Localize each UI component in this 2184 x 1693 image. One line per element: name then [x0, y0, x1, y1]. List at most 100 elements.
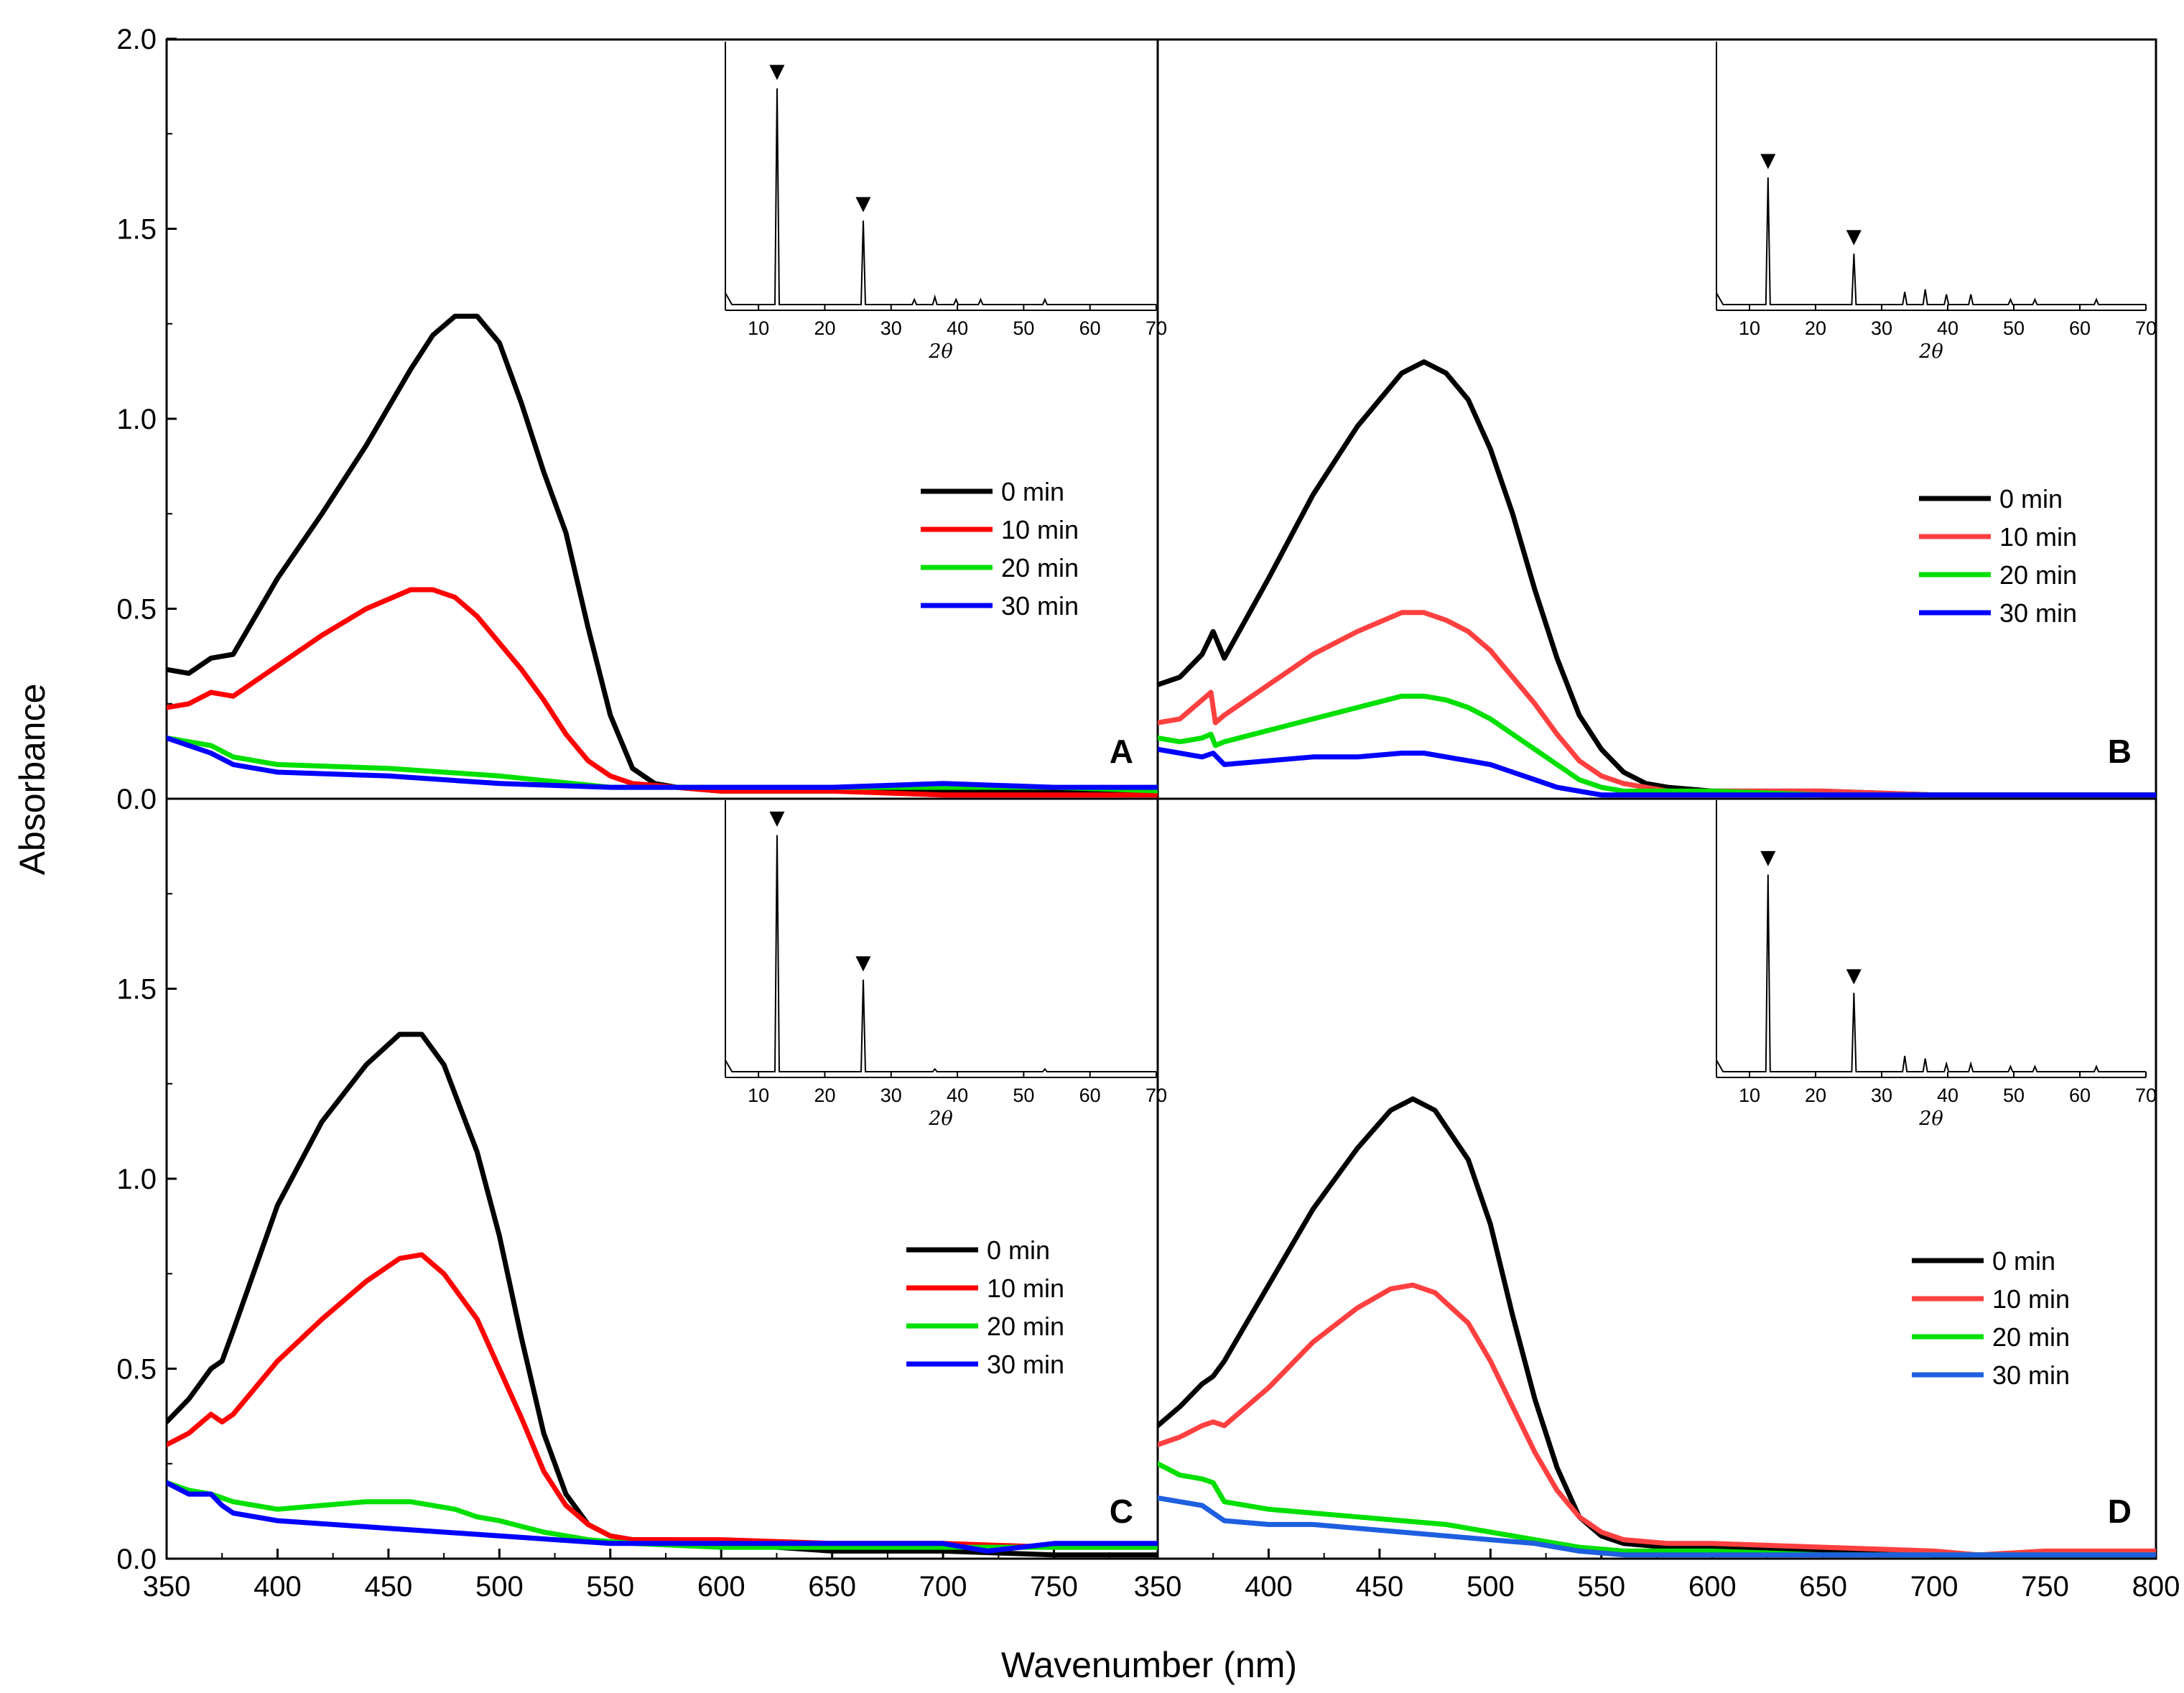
x-axis-right-tick-label: 500: [1467, 1571, 1515, 1602]
inset-tick-label: 40: [947, 317, 968, 339]
peak-marker: ▼: [764, 56, 790, 85]
inset-tick-label: 10: [748, 317, 769, 339]
legend-entry: 0 min: [1999, 484, 2063, 514]
x-axis-right-tick-label: 800: [2132, 1571, 2180, 1602]
inset-tick-label: 70: [2135, 317, 2157, 339]
y-axis-top-tick-label: 0.0: [116, 784, 157, 815]
legend-entry: 20 min: [1999, 560, 2077, 590]
inset-tick-label: 70: [1146, 1085, 1167, 1106]
panel-label: D: [2108, 1493, 2132, 1530]
panel-label: A: [1110, 733, 1133, 770]
panel-b-series: [1158, 359, 2156, 798]
inset-tick-label: 60: [2069, 317, 2091, 339]
series-line-30-min: [167, 1480, 1158, 1554]
x-axis-left-tick-label: 550: [586, 1571, 634, 1602]
inset-tick-label: 50: [2003, 317, 2025, 339]
x-axis-right-tick-label: 400: [1245, 1571, 1293, 1602]
inset-tick-label: 30: [1871, 1085, 1892, 1106]
y-axis-bottom-tick-label: 1.0: [116, 1164, 157, 1195]
x-axis-left-tick-label: 500: [475, 1571, 524, 1602]
series-line-10-min: [1158, 1282, 2156, 1558]
panels-layer: 0.0 0.5 1.0 1.5 2.0 0.0 0.5 1.0 1.5 350 400 450 500 5…: [116, 24, 2180, 1602]
x-axis-left-tick-label: 350: [143, 1571, 191, 1602]
series-line-20-min: [167, 1480, 1158, 1550]
legend-entry: 10 min: [987, 1274, 1064, 1303]
x-axis-left-tick-label: 450: [365, 1571, 413, 1602]
legend-entry: 0 min: [1992, 1246, 2055, 1276]
legend-entry: 0 min: [1001, 477, 1064, 506]
inset-tick-label: 20: [814, 317, 835, 339]
inset-x-title: 2θ: [928, 1108, 952, 1130]
peak-marker: ▼: [1755, 145, 1781, 175]
inset-tick-label: 30: [880, 317, 902, 339]
x-axis-left-tick-label: 600: [697, 1571, 745, 1602]
xrd-pattern: [1716, 177, 2146, 305]
inset-tick-label: 70: [1146, 317, 1167, 339]
legend-entry: 10 min: [1992, 1284, 2070, 1314]
inset-x-title: 2θ: [1918, 1108, 1943, 1130]
inset-tick-label: 10: [1739, 1085, 1760, 1106]
legend-entry: 20 min: [1001, 553, 1079, 583]
inset-panel-b: ▼ ▼ 10 20 30 40 50 60 70 2θ: [1716, 42, 2157, 363]
inset-tick-label: 10: [1739, 317, 1760, 339]
inset-tick-label: 70: [2135, 1085, 2157, 1106]
x-axis-right-tick-label: 700: [1910, 1571, 1958, 1602]
inset-tick-label: 50: [1013, 317, 1034, 339]
inset-tick-label: 20: [1805, 1085, 1826, 1106]
x-axis-right-tick-label: 750: [2021, 1571, 2069, 1602]
x-axis-left-tick-label: 750: [1030, 1571, 1078, 1602]
y-axis-bottom-tick-label: 0.0: [116, 1544, 157, 1575]
series-line-20-min: [1158, 693, 2156, 798]
x-axis-title: Wavenumber (nm): [1001, 1645, 1297, 1685]
peak-marker: ▼: [850, 188, 876, 218]
x-axis-right-tick-label: 550: [1577, 1571, 1625, 1602]
panel-c-series: [167, 1031, 1158, 1558]
y-axis-top-tick-label: 1.5: [116, 214, 157, 246]
peak-marker: ▼: [1841, 960, 1867, 990]
panel-label: B: [2108, 733, 2132, 770]
inset-tick-label: 40: [1937, 317, 1958, 339]
y-axis-title: Absorbance: [12, 684, 52, 876]
panel-a-series: [167, 313, 1158, 798]
y-axis-top-tick-label: 1.0: [116, 404, 157, 435]
xrd-pattern: [725, 835, 1156, 1072]
inset-panel-d: ▼ ▼ 10 20 30 40 50 60 70 2θ: [1716, 800, 2157, 1130]
x-axis-right-tick-label: 350: [1134, 1571, 1182, 1602]
x-axis-left-tick-label: 700: [919, 1571, 967, 1602]
inset-tick-label: 30: [880, 1085, 902, 1106]
inset-panel-a: ▼ ▼ 10 20 30 40 50 60 70 2θ: [725, 42, 1167, 363]
x-axis-left-tick-label: 400: [254, 1571, 302, 1602]
legend-entry: 20 min: [1992, 1322, 2070, 1352]
panel-d-series: [1158, 1096, 2156, 1558]
inset-x-title: 2θ: [928, 340, 952, 363]
series-line-30-min: [1158, 1495, 2156, 1558]
inset-tick-label: 50: [1013, 1085, 1034, 1106]
series-line-30-min: [1158, 746, 2156, 798]
legend-entry: 10 min: [1999, 522, 2077, 552]
x-axis-right-tick-label: 450: [1356, 1571, 1404, 1602]
legend-entry: 30 min: [1992, 1360, 2070, 1390]
panel-label: C: [1110, 1493, 1133, 1530]
inset-tick-label: 20: [1805, 317, 1826, 339]
x-axis-right-tick-label: 600: [1688, 1571, 1737, 1602]
legend-entry: 30 min: [1001, 591, 1079, 621]
x-axis-right-tick-label: 650: [1799, 1571, 1847, 1602]
xrd-pattern: [1716, 874, 2146, 1072]
inset-tick-label: 40: [947, 1085, 968, 1106]
legend-entry: 10 min: [1001, 515, 1079, 544]
series-line-10-min: [167, 1252, 1158, 1550]
series-line-30-min: [167, 735, 1158, 790]
inset-tick-label: 40: [1937, 1085, 1958, 1106]
peak-marker: ▼: [1755, 843, 1781, 872]
peak-marker: ▼: [1841, 221, 1867, 251]
peak-marker: ▼: [850, 947, 876, 977]
series-line-10-min: [167, 587, 1158, 798]
inset-tick-label: 30: [1871, 317, 1892, 339]
legend-entry: 30 min: [987, 1350, 1064, 1379]
xrd-pattern: [725, 88, 1156, 305]
y-axis-bottom-tick-label: 0.5: [116, 1354, 157, 1386]
peak-marker: ▼: [764, 803, 790, 832]
series-line-20-min: [167, 735, 1158, 794]
inset-x-title: 2θ: [1918, 340, 1943, 363]
